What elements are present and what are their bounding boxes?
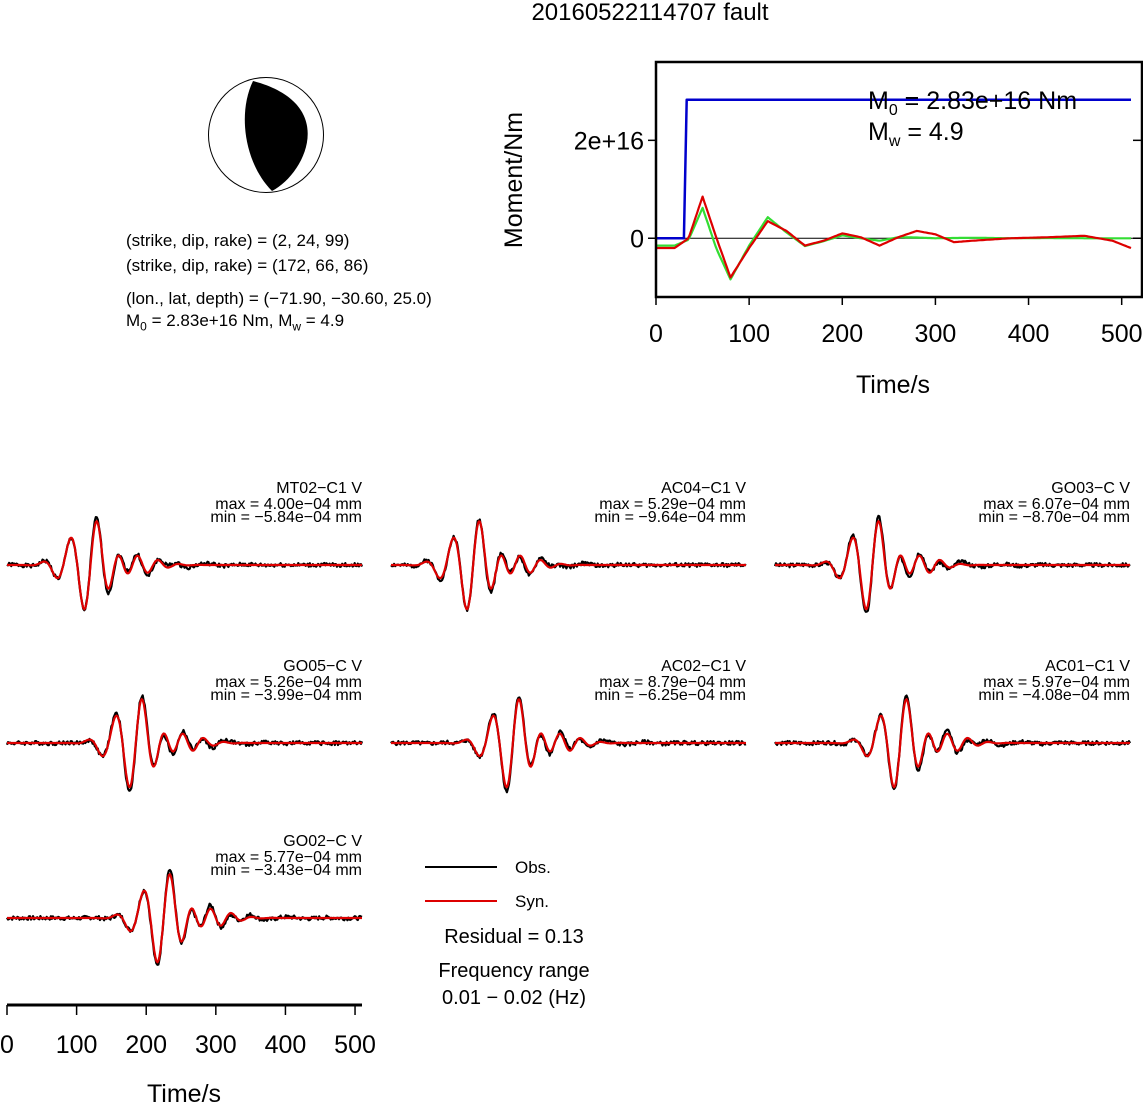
station-min: min = −6.25e−04 mm [594, 687, 746, 704]
station-name: AC04−C1 V [661, 480, 746, 497]
legend-obs-label: Obs. [515, 858, 551, 877]
moment-xtick-label: 300 [915, 320, 957, 348]
moment-xlabel: Time/s [856, 371, 930, 399]
wave-xlabel: Time/s [147, 1080, 221, 1104]
moment-series-2 [656, 195, 1132, 279]
station-max: max = 6.07e−04 mm [983, 496, 1130, 513]
moment-annotation-m0: M0 = 2.83e+16 Nm [868, 87, 1078, 119]
station-min: min = −8.70e−04 mm [978, 509, 1130, 526]
beachball-icon [208, 77, 324, 193]
wave-xtick-label: 100 [56, 1031, 98, 1059]
moment-ytick-label: 0 [630, 225, 644, 253]
station-max: max = 4.00e−04 mm [215, 496, 362, 513]
syn-trace [390, 520, 747, 611]
page-title: 20160522114707 fault [531, 0, 769, 26]
moment-plot-frame [654, 60, 1143, 299]
nodal-plane-2: (strike, dip, rake) = (172, 66, 86) [126, 256, 369, 275]
location-depth: (lon., lat, depth) = (−71.90, −30.60, 25… [126, 289, 432, 308]
wave-xtick-label: 500 [334, 1031, 376, 1059]
moment-xtick-label: 200 [821, 320, 863, 348]
moment-ytick-label: 2e+16 [574, 127, 644, 155]
wave-xtick-label: 0 [0, 1031, 14, 1059]
station-max: max = 5.97e−04 mm [983, 674, 1130, 691]
station-name: GO05−C V [283, 658, 362, 675]
legend-lines [425, 866, 497, 902]
moment-annotation-mw: Mw = 4.9 [868, 118, 964, 150]
station-min: min = −5.84e−04 mm [210, 509, 362, 526]
syn-trace [6, 873, 363, 964]
moment-series-0 [656, 98, 1131, 240]
station-max: max = 5.77e−04 mm [215, 849, 362, 866]
syn-trace [774, 698, 1131, 789]
nodal-plane-1: (strike, dip, rake) = (2, 24, 99) [126, 231, 350, 250]
station-min: min = −4.08e−04 mm [978, 687, 1130, 704]
syn-trace [6, 520, 363, 611]
moment-plot: 0 100 200 300 400 500 0 2e+16 Time/s Moment/Nm [500, 60, 1143, 399]
frequency-range: 0.01 − 0.02 (Hz) [442, 987, 586, 1009]
obs-trace [6, 516, 364, 612]
moment-ylabel: Moment/Nm [500, 112, 528, 248]
moment-xtick-label: 100 [728, 320, 770, 348]
station-name: AC02−C1 V [661, 658, 746, 675]
syn-trace [774, 520, 1131, 611]
syn-trace [390, 698, 747, 789]
station-name: MT02−C1 V [276, 480, 362, 497]
moment-magnitude-line: M0 = 2.83e+16 Nm, Mw = 4.9 [126, 311, 345, 334]
station-min: min = −3.99e−04 mm [210, 687, 362, 704]
beachball-compression-quadrant [244, 81, 308, 191]
obs-trace [390, 696, 747, 794]
wave-xtick-label: 300 [195, 1031, 237, 1059]
moment-xtick-label: 400 [1008, 320, 1050, 348]
legend-syn-label: Syn. [515, 892, 550, 911]
station-name: GO02−C V [283, 833, 362, 850]
frequency-label: Frequency range [438, 960, 590, 982]
moment-xtick-label: 0 [649, 320, 663, 348]
syn-trace [6, 698, 363, 789]
station-min: min = −9.64e−04 mm [594, 509, 746, 526]
obs-trace [773, 514, 1131, 613]
moment-xtick-label: 500 [1101, 320, 1143, 348]
station-name: GO03−C V [1051, 480, 1130, 497]
wave-xtick-label: 400 [265, 1031, 307, 1059]
wave-xtick-label: 200 [125, 1031, 167, 1059]
station-name: AC01−C1 V [1045, 658, 1130, 675]
station-min: min = −3.43e−04 mm [210, 862, 362, 879]
station-max: max = 5.29e−04 mm [599, 496, 746, 513]
station-max: max = 8.79e−04 mm [599, 674, 746, 691]
residual-text: Residual = 0.13 [444, 926, 584, 948]
station-max: max = 5.26e−04 mm [215, 674, 362, 691]
